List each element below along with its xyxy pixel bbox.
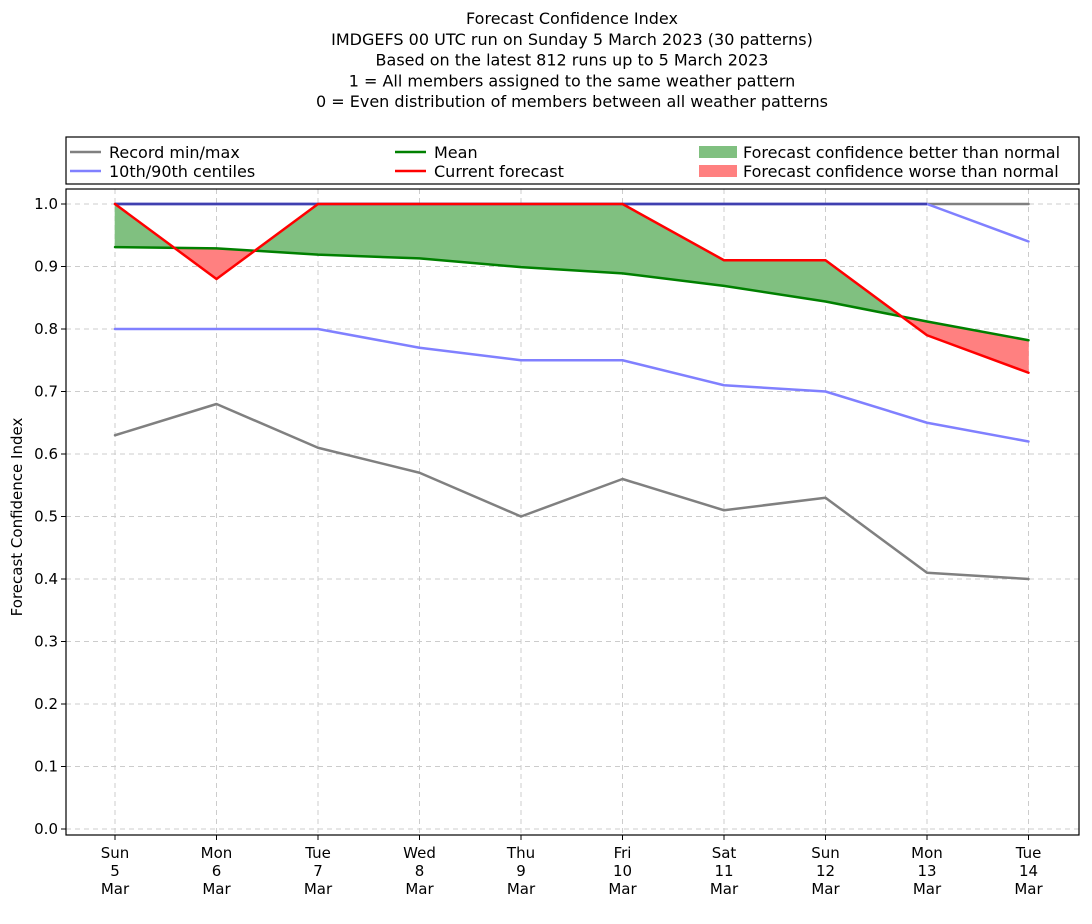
title-line-5: 0 = Even distribution of members between… bbox=[316, 92, 828, 111]
ytick-label-0.2: 0.2 bbox=[34, 695, 58, 713]
title-line-4: 1 = All members assigned to the same wea… bbox=[349, 71, 796, 90]
xtick-label-7-0: Sun bbox=[811, 844, 840, 862]
ytick-label-0.4: 0.4 bbox=[34, 570, 58, 588]
legend-label-forecast-confidence-worse-than-normal: Forecast confidence worse than normal bbox=[743, 162, 1059, 181]
xtick-label-4-0: Thu bbox=[506, 844, 535, 862]
xtick-label-2-1: 7 bbox=[313, 862, 323, 880]
legend-label-record-min-max: Record min/max bbox=[109, 143, 240, 162]
legend-label-mean: Mean bbox=[434, 143, 478, 162]
record-min-line bbox=[113, 402, 1030, 581]
xtick-label-6-1: 11 bbox=[714, 862, 733, 880]
xtick-label-1-1: 6 bbox=[212, 862, 222, 880]
ytick-label-1.0: 1.0 bbox=[34, 195, 58, 213]
p10-line bbox=[113, 327, 1030, 443]
xtick-label-2-0: Tue bbox=[304, 844, 331, 862]
better-fill-8 bbox=[723, 259, 826, 302]
title-line-3: Based on the latest 812 runs up to 5 Mar… bbox=[376, 51, 769, 70]
better-fill-7 bbox=[622, 203, 725, 287]
ytick-label-0.9: 0.9 bbox=[34, 258, 58, 276]
xtick-label-3-2: Mar bbox=[405, 880, 434, 898]
legend-frame bbox=[65, 136, 1080, 185]
ytick-label-0.8: 0.8 bbox=[34, 320, 58, 338]
xtick-label-6-2: Mar bbox=[710, 880, 739, 898]
better-fill-6 bbox=[520, 203, 623, 274]
ytick-label-0.5: 0.5 bbox=[34, 508, 58, 526]
xtick-label-0-0: Sun bbox=[101, 844, 130, 862]
better-fill-5 bbox=[419, 203, 522, 268]
chart-title: Forecast Confidence Index IMDGEFS 00 UTC … bbox=[316, 9, 828, 111]
xtick-label-0-1: 5 bbox=[110, 862, 120, 880]
mean-line bbox=[113, 245, 1030, 342]
confidence-fills bbox=[114, 203, 1029, 374]
ytick-label-0.3: 0.3 bbox=[34, 633, 58, 651]
legend-label-forecast-confidence-better-than-normal: Forecast confidence better than normal bbox=[743, 143, 1060, 162]
xtick-label-4-1: 9 bbox=[516, 862, 526, 880]
grid bbox=[66, 189, 1079, 835]
ytick-label-0.7: 0.7 bbox=[34, 383, 58, 401]
xtick-label-7-1: 12 bbox=[816, 862, 835, 880]
ytick-label-0.0: 0.0 bbox=[34, 820, 58, 838]
ytick-label-0.1: 0.1 bbox=[34, 758, 58, 776]
xtick-label-4-2: Mar bbox=[507, 880, 536, 898]
y-axis-label: Forecast Confidence Index bbox=[8, 418, 26, 617]
xtick-label-5-1: 10 bbox=[613, 862, 632, 880]
xtick-label-0-2: Mar bbox=[101, 880, 130, 898]
axes: 0.00.10.20.30.40.50.60.70.80.91.0Sun5Mar… bbox=[8, 188, 1080, 898]
ytick-label-0.6: 0.6 bbox=[34, 445, 58, 463]
plot-frame bbox=[65, 188, 1080, 836]
xtick-label-3-1: 8 bbox=[415, 862, 425, 880]
xtick-label-9-2: Mar bbox=[1014, 880, 1043, 898]
xtick-label-7-2: Mar bbox=[811, 880, 840, 898]
xtick-label-5-0: Fri bbox=[614, 844, 632, 862]
legend-label-current-forecast: Current forecast bbox=[434, 162, 564, 181]
title-line-1: Forecast Confidence Index bbox=[466, 9, 678, 28]
xtick-label-9-1: 14 bbox=[1019, 862, 1038, 880]
current-forecast-line bbox=[113, 202, 1030, 374]
series-lines bbox=[113, 202, 1030, 581]
xtick-label-6-0: Sat bbox=[712, 844, 737, 862]
xtick-label-8-0: Mon bbox=[911, 844, 943, 862]
xtick-label-1-0: Mon bbox=[201, 844, 233, 862]
xtick-label-8-2: Mar bbox=[913, 880, 942, 898]
legend-swatch-forecast-confidence-worse-than-normal bbox=[699, 165, 737, 177]
better-fill-4 bbox=[317, 203, 420, 259]
legend-label-10th-90th-centiles: 10th/90th centiles bbox=[109, 162, 255, 181]
xtick-label-3-0: Wed bbox=[403, 844, 436, 862]
title-line-2: IMDGEFS 00 UTC run on Sunday 5 March 202… bbox=[331, 30, 813, 49]
xtick-label-1-2: Mar bbox=[202, 880, 231, 898]
xtick-label-8-1: 13 bbox=[917, 862, 936, 880]
xtick-label-9-0: Tue bbox=[1015, 844, 1042, 862]
legend-swatch-forecast-confidence-better-than-normal bbox=[699, 146, 737, 158]
xtick-label-2-2: Mar bbox=[304, 880, 333, 898]
xtick-label-5-2: Mar bbox=[608, 880, 637, 898]
